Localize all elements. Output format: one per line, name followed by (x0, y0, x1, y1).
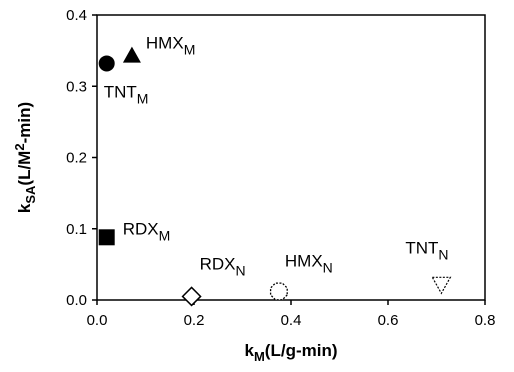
data-point-tnt-m-label: TNTM (104, 82, 149, 106)
y-tick-label: 0.0 (66, 292, 87, 309)
data-point-rdx-m (98, 229, 115, 246)
x-tick-label: 0.2 (184, 312, 205, 329)
x-tick-label: 0.8 (475, 312, 496, 329)
data-point-hmx-m (122, 46, 141, 63)
data-point-rdx-m-label: RDXM (123, 219, 171, 243)
x-tick-label: 0.6 (378, 312, 399, 329)
data-point-hmx-n-label: HMXN (285, 251, 333, 275)
data-point-hmx-m-label: HMXM (146, 34, 195, 58)
y-tick-label: 0.1 (66, 221, 87, 238)
y-axis-title: kSA(L/M2-min) (12, 102, 38, 213)
y-tick-label: 0.2 (66, 150, 87, 167)
data-point-tnt-m (98, 55, 115, 72)
x-axis-title: kM(L/g-min) (244, 341, 337, 364)
data-point-tnt-n (431, 276, 452, 295)
plot-area-frame (96, 14, 486, 301)
data-point-rdx-n-label: RDXN (200, 254, 246, 278)
y-tick-label: 0.3 (66, 78, 87, 95)
data-point-tnt-n-label: TNTN (405, 238, 448, 262)
labels-layer: TNTM HMXM RDXM RDXN HMXN TNTN (104, 34, 449, 279)
x-tick-label: 0.4 (281, 312, 302, 329)
ticks-layer: 0.0 0.2 0.4 0.6 0.8 0.0 0.1 0.2 0.3 0.4 (66, 7, 495, 329)
data-point-rdx-n (181, 286, 202, 307)
marks-layer (98, 46, 452, 307)
y-tick-label: 0.4 (66, 7, 87, 24)
data-point-hmx-n (269, 282, 288, 301)
x-tick-label: 0.0 (87, 312, 108, 329)
